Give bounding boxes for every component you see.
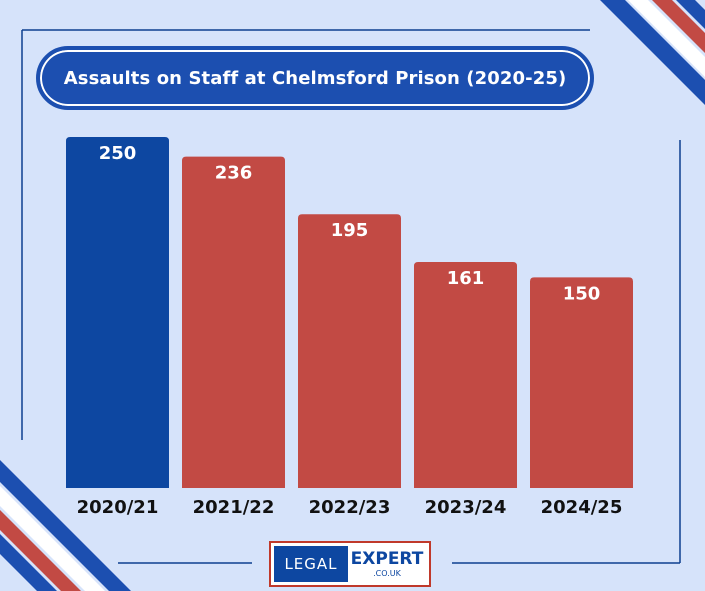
logo-legal-part: LEGAL bbox=[274, 546, 348, 582]
category-label: 2020/21 bbox=[77, 497, 159, 518]
bar-2021-22 bbox=[182, 156, 285, 488]
data-label: 161 bbox=[447, 268, 485, 289]
legal-expert-logo: LEGAL EXPERT .CO.UK bbox=[269, 541, 431, 587]
bar-2024-25 bbox=[530, 277, 633, 488]
logo-expert-block: EXPERT .CO.UK bbox=[348, 548, 426, 578]
decorative-frame bbox=[21, 29, 681, 564]
logo-domain-part: .CO.UK bbox=[373, 568, 401, 578]
chart-title: Assaults on Staff at Chelmsford Prison (… bbox=[63, 67, 567, 89]
category-labels-group: 2020/21 2021/22 2022/23 2023/24 2024/25 bbox=[77, 497, 623, 518]
chart-title-banner: Assaults on Staff at Chelmsford Prison (… bbox=[36, 46, 594, 110]
data-label: 236 bbox=[215, 163, 253, 184]
corner-stripes-bottom-left bbox=[0, 460, 131, 591]
category-label: 2023/24 bbox=[425, 497, 507, 518]
logo-expert-part: EXPERT bbox=[350, 548, 424, 569]
bar-2020-21 bbox=[66, 137, 169, 488]
data-label: 150 bbox=[563, 283, 601, 304]
data-label: 250 bbox=[99, 143, 137, 164]
category-label: 2024/25 bbox=[541, 497, 623, 518]
data-label: 195 bbox=[331, 220, 369, 241]
data-labels-group: 250 236 195 161 150 bbox=[99, 143, 601, 304]
bars-group bbox=[66, 137, 633, 488]
bar-2023-24 bbox=[414, 261, 517, 488]
bar-2022-23 bbox=[298, 214, 401, 488]
category-label: 2022/23 bbox=[309, 497, 391, 518]
corner-stripes-top-right bbox=[600, 0, 705, 105]
category-label: 2021/22 bbox=[193, 497, 275, 518]
